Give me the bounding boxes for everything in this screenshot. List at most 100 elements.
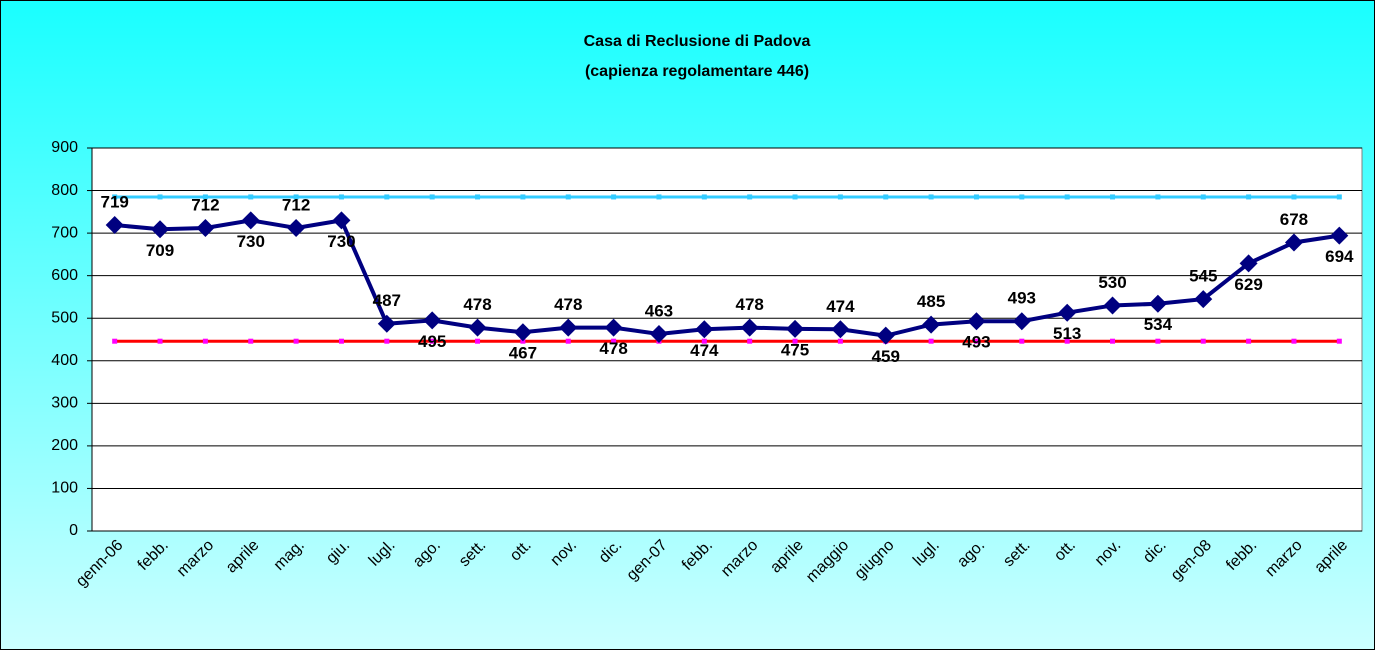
y-tick-label: 700 xyxy=(51,224,78,241)
marker xyxy=(1246,194,1252,200)
marker xyxy=(338,338,344,344)
chart-title: Casa di Reclusione di Padova xyxy=(584,33,811,50)
marker xyxy=(287,219,306,238)
y-tick-label: 200 xyxy=(51,437,78,454)
marker xyxy=(747,194,753,200)
marker xyxy=(202,338,208,344)
marker xyxy=(202,194,208,200)
data-label: 474 xyxy=(690,341,719,360)
marker xyxy=(429,194,435,200)
marker xyxy=(837,338,843,344)
data-label: 459 xyxy=(872,347,900,366)
data-label: 694 xyxy=(1325,247,1354,266)
data-label: 719 xyxy=(100,193,128,212)
marker xyxy=(1064,338,1070,344)
marker xyxy=(1110,338,1116,344)
data-label: 493 xyxy=(1008,289,1036,308)
marker xyxy=(1291,194,1297,200)
y-tick-label: 100 xyxy=(51,480,78,497)
chart-subtitle: (capienza regolamentare 446) xyxy=(585,63,809,80)
data-label: 709 xyxy=(146,241,174,260)
marker xyxy=(423,311,442,330)
data-label: 478 xyxy=(735,295,763,314)
data-label: 475 xyxy=(781,340,809,359)
data-label: 678 xyxy=(1280,210,1308,229)
series-line xyxy=(114,218,1340,338)
marker xyxy=(747,338,753,344)
data-label: 478 xyxy=(463,295,491,314)
y-tick-label: 400 xyxy=(51,352,78,369)
marker xyxy=(112,338,118,344)
marker xyxy=(1284,233,1303,252)
marker xyxy=(513,323,532,342)
marker xyxy=(151,220,170,239)
marker xyxy=(786,319,805,338)
marker xyxy=(656,194,662,200)
marker xyxy=(1330,226,1349,245)
marker xyxy=(559,318,578,337)
marker xyxy=(1194,290,1213,309)
data-label: 712 xyxy=(282,195,310,214)
marker xyxy=(1103,296,1122,315)
marker xyxy=(1019,194,1025,200)
marker xyxy=(468,318,487,337)
marker xyxy=(384,338,390,344)
marker xyxy=(520,194,526,200)
marker xyxy=(883,194,889,200)
data-label: 474 xyxy=(826,297,855,316)
marker xyxy=(1012,312,1031,331)
data-label: 478 xyxy=(599,339,627,358)
marker xyxy=(928,338,934,344)
marker xyxy=(384,194,390,200)
marker xyxy=(876,326,895,345)
marker xyxy=(1019,338,1025,344)
marker xyxy=(740,318,759,337)
marker xyxy=(1064,194,1070,200)
marker xyxy=(1246,338,1252,344)
marker xyxy=(837,194,843,200)
marker xyxy=(1155,338,1161,344)
marker xyxy=(928,194,934,200)
data-label: 495 xyxy=(418,332,446,351)
marker xyxy=(248,194,254,200)
marker xyxy=(157,194,163,200)
marker xyxy=(1110,194,1116,200)
data-label: 530 xyxy=(1098,273,1126,292)
data-label: 493 xyxy=(962,333,990,352)
marker xyxy=(241,211,260,230)
marker xyxy=(973,338,979,344)
marker xyxy=(701,338,707,344)
marker xyxy=(973,194,979,200)
marker xyxy=(248,338,254,344)
marker xyxy=(831,320,850,339)
marker xyxy=(1155,194,1161,200)
marker xyxy=(1058,303,1077,322)
marker xyxy=(1148,294,1167,313)
marker xyxy=(604,318,623,337)
y-tick-label: 900 xyxy=(51,139,78,156)
marker xyxy=(475,194,481,200)
marker xyxy=(1239,254,1258,273)
y-tick-label: 800 xyxy=(51,182,78,199)
marker xyxy=(332,211,351,230)
data-label: 730 xyxy=(327,232,355,251)
marker xyxy=(293,194,299,200)
marker xyxy=(922,315,941,334)
data-label: 534 xyxy=(1144,315,1173,334)
marker xyxy=(1291,338,1297,344)
marker xyxy=(1200,194,1206,200)
marker xyxy=(701,194,707,200)
marker xyxy=(649,324,668,343)
marker xyxy=(157,338,163,344)
marker xyxy=(1336,194,1342,200)
data-label: 712 xyxy=(191,195,219,214)
data-label: 730 xyxy=(237,232,265,251)
marker xyxy=(565,338,571,344)
marker xyxy=(565,194,571,200)
y-tick-label: 0 xyxy=(69,522,78,539)
data-label: 513 xyxy=(1053,324,1081,343)
data-label: 463 xyxy=(645,301,673,320)
marker xyxy=(792,194,798,200)
y-tick-label: 600 xyxy=(51,267,78,284)
